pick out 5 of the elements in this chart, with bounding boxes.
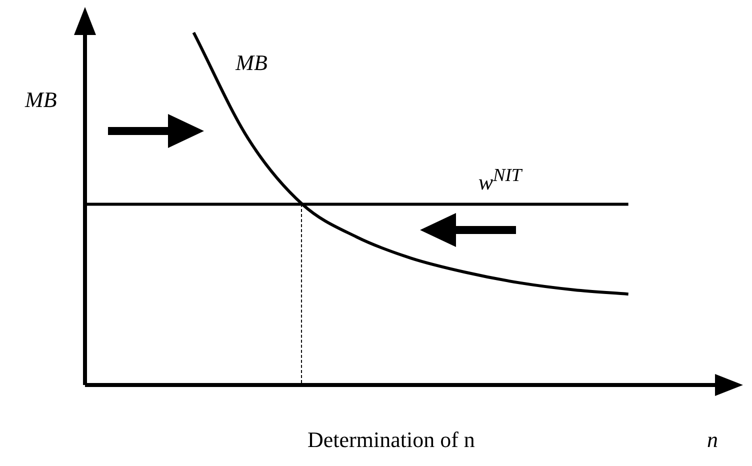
series-label: MB [236, 50, 268, 76]
x-axis-title: n [707, 427, 718, 453]
text: Determination of n [308, 427, 475, 453]
series-label: w$^{NIT}$ [478, 165, 522, 196]
y-axis-title: MB [25, 87, 57, 113]
